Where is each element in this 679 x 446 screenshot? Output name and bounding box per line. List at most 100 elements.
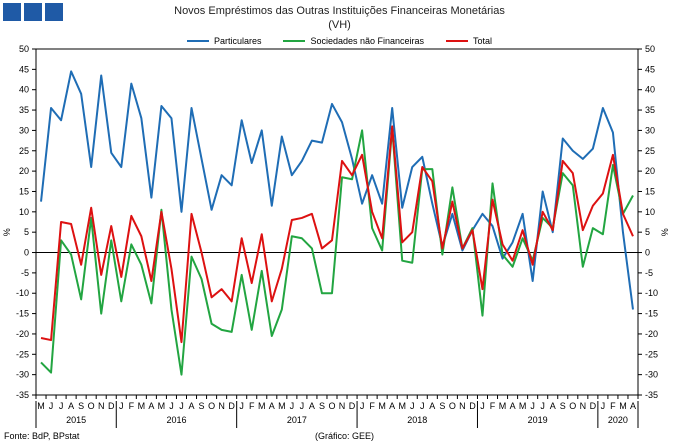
legend-item-snf: Sociedades não Financeiras xyxy=(283,36,424,46)
x-month-label: M xyxy=(398,401,406,411)
x-month-label: D xyxy=(228,401,235,411)
legend-label: Sociedades não Financeiras xyxy=(310,36,425,46)
y-tick-label-left: -10 xyxy=(16,288,29,298)
x-month-label: J xyxy=(300,401,305,411)
y-tick-label-left: 10 xyxy=(19,207,29,217)
x-month-label: S xyxy=(78,401,84,411)
x-month-label: A xyxy=(189,401,195,411)
legend-item-total: Total xyxy=(446,36,492,46)
logo-block xyxy=(45,3,63,21)
x-month-label: N xyxy=(98,401,105,411)
x-month-label: A xyxy=(269,401,275,411)
x-month-label: J xyxy=(530,401,535,411)
x-month-label: M xyxy=(158,401,166,411)
series-line-0 xyxy=(40,70,634,310)
y-tick-label-right: -30 xyxy=(645,370,658,380)
y-tick-label-right: -20 xyxy=(645,329,658,339)
x-month-label: J xyxy=(410,401,415,411)
y-tick-label-right: 25 xyxy=(645,146,655,156)
y-axis-label-right: % xyxy=(660,228,670,236)
y-tick-label-right: -25 xyxy=(645,349,658,359)
y-tick-label-left: -5 xyxy=(21,268,29,278)
x-year-label: 2020 xyxy=(608,415,628,425)
y-tick-label-left: 30 xyxy=(19,125,29,135)
x-month-label: D xyxy=(108,401,115,411)
x-month-label: J xyxy=(239,401,244,411)
x-month-label: M xyxy=(619,401,627,411)
x-month-label: O xyxy=(328,401,335,411)
y-tick-label-left: 5 xyxy=(24,227,29,237)
x-month-label: J xyxy=(169,401,174,411)
y-tick-label-right: 50 xyxy=(645,44,655,54)
x-month-label: A xyxy=(389,401,395,411)
x-month-label: S xyxy=(439,401,445,411)
y-tick-label-left: -20 xyxy=(16,329,29,339)
x-month-label: S xyxy=(560,401,566,411)
x-month-label: A xyxy=(309,401,315,411)
x-month-label: A xyxy=(429,401,435,411)
legend-label: Total xyxy=(473,36,493,46)
x-month-label: J xyxy=(480,401,485,411)
y-tick-label-right: -35 xyxy=(645,390,658,400)
y-tick-label-right: -15 xyxy=(645,309,658,319)
y-tick-label-right: 10 xyxy=(645,207,655,217)
x-month-label: F xyxy=(129,401,135,411)
legend-swatch xyxy=(446,40,469,42)
y-tick-label-left: 25 xyxy=(19,146,29,156)
x-month-label: N xyxy=(339,401,346,411)
x-month-label: F xyxy=(369,401,375,411)
y-tick-label-left: 15 xyxy=(19,186,29,196)
x-month-label: A xyxy=(68,401,74,411)
x-year-label: 2017 xyxy=(287,415,307,425)
y-tick-label-right: -10 xyxy=(645,288,658,298)
y-tick-label-left: -15 xyxy=(16,309,29,319)
series-line-1 xyxy=(40,127,634,376)
chart-credit: (Gráfico: GEE) xyxy=(315,431,375,441)
x-month-label: F xyxy=(490,401,496,411)
y-tick-label-left: -25 xyxy=(16,349,29,359)
x-month-label: S xyxy=(319,401,325,411)
x-month-label: D xyxy=(590,401,597,411)
x-month-label: J xyxy=(420,401,425,411)
logo-block xyxy=(24,3,42,21)
legend-swatch xyxy=(283,40,306,42)
legend: Particulares Sociedades não Financeiras … xyxy=(0,36,679,46)
chart-title: Novos Empréstimos das Outras Instituiçõe… xyxy=(174,5,505,17)
x-month-label: N xyxy=(218,401,225,411)
x-month-label: M xyxy=(138,401,146,411)
y-tick-label-left: 35 xyxy=(19,105,29,115)
x-month-label: D xyxy=(349,401,356,411)
y-tick-label-left: 20 xyxy=(19,166,29,176)
y-tick-label-left: 0 xyxy=(24,248,29,258)
x-month-label: A xyxy=(148,401,154,411)
legend-label: Particulares xyxy=(213,36,262,46)
x-month-label: M xyxy=(378,401,386,411)
x-month-label: A xyxy=(510,401,516,411)
y-tick-label-right: 30 xyxy=(645,125,655,135)
x-month-label: O xyxy=(208,401,215,411)
x-month-label: M xyxy=(499,401,507,411)
y-tick-label-right: 15 xyxy=(645,186,655,196)
x-month-label: M xyxy=(258,401,266,411)
legend-swatch xyxy=(186,40,209,42)
x-month-label: J xyxy=(360,401,365,411)
x-year-label: 2016 xyxy=(166,415,186,425)
y-axis-label-left: % xyxy=(2,228,12,236)
x-month-label: D xyxy=(469,401,476,411)
x-month-label: O xyxy=(449,401,456,411)
y-tick-label-right: 45 xyxy=(645,64,655,74)
y-tick-label-right: 35 xyxy=(645,105,655,115)
y-tick-label-right: 0 xyxy=(645,248,650,258)
x-month-label: M xyxy=(519,401,527,411)
series-line-2 xyxy=(40,125,634,344)
x-month-label: M xyxy=(278,401,286,411)
chart-subtitle: (VH) xyxy=(328,19,351,31)
x-month-label: A xyxy=(550,401,556,411)
x-month-label: O xyxy=(88,401,95,411)
x-year-label: 2015 xyxy=(66,415,86,425)
y-tick-label-left: -30 xyxy=(16,370,29,380)
y-tick-label-right: 5 xyxy=(645,227,650,237)
x-month-label: F xyxy=(610,401,616,411)
x-month-label: J xyxy=(49,401,54,411)
